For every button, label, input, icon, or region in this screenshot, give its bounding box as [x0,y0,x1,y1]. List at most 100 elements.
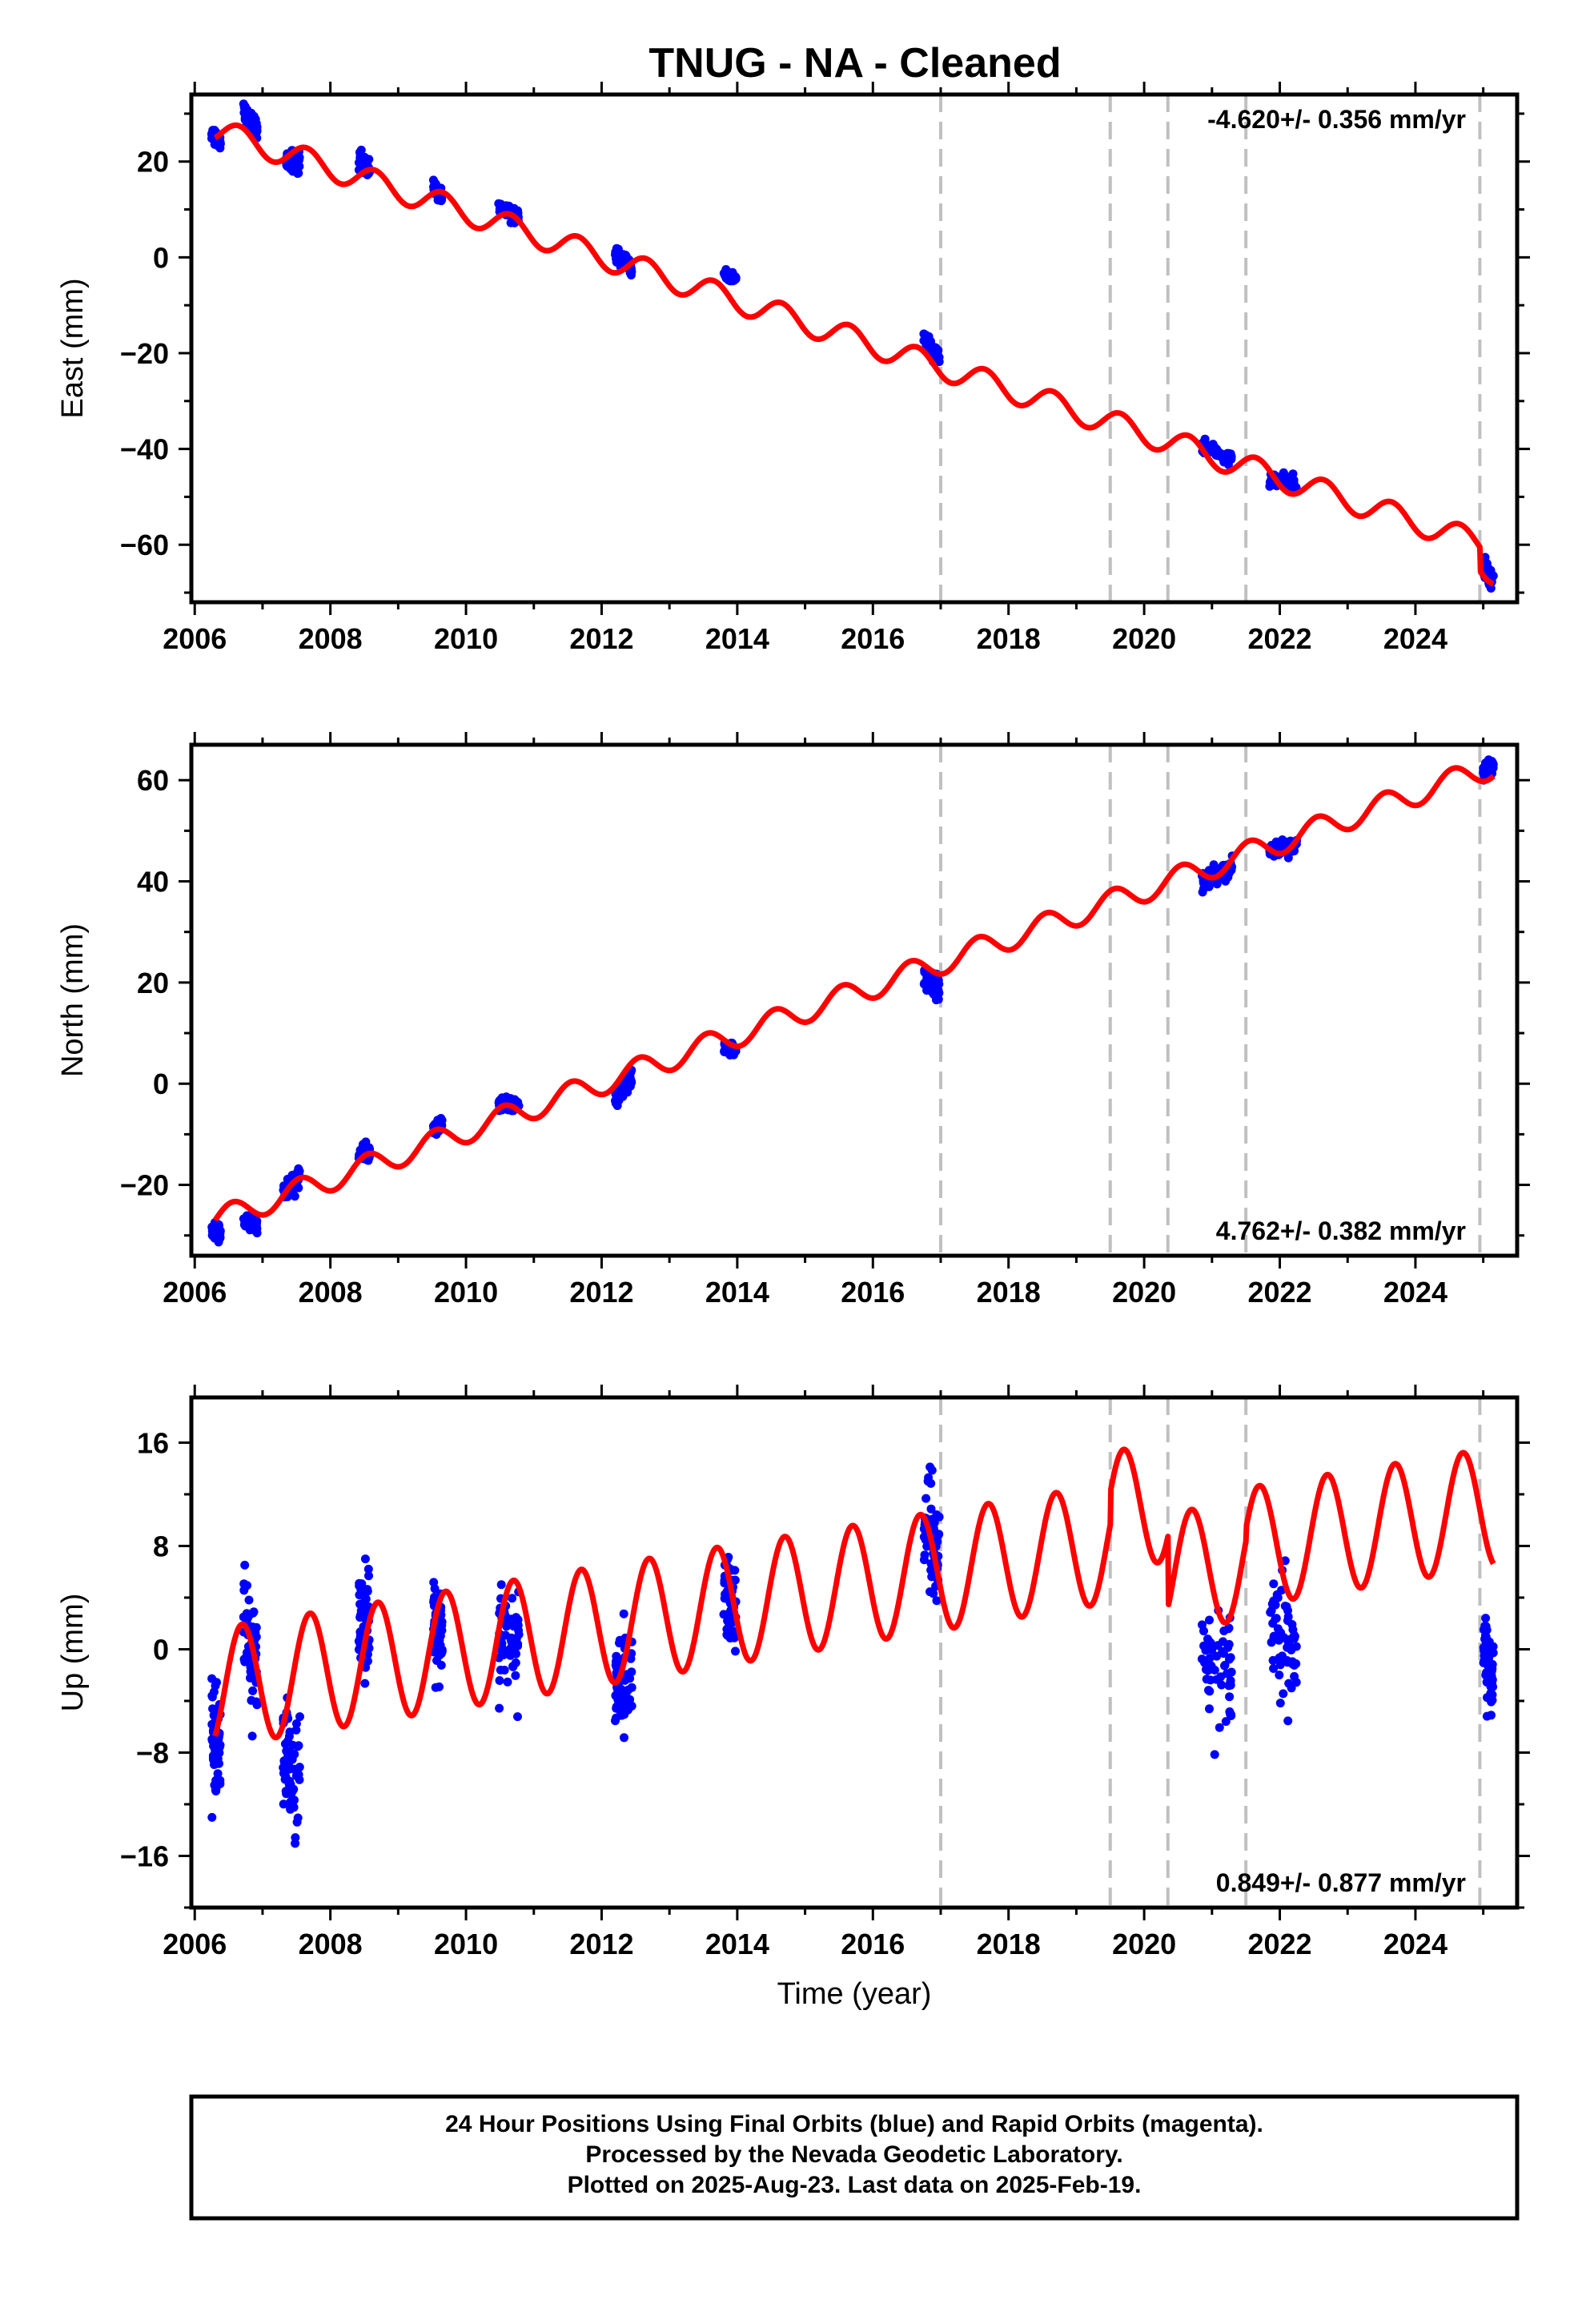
footer-line-1: 24 Hour Positions Using Final Orbits (bl… [445,2111,1263,2137]
x-axis: 2006 2008 2010 2012 2014 2016 2018 2020 2022 2024 [163,82,1485,655]
data-point [207,1812,217,1822]
data-point [1275,1699,1285,1708]
data-point [731,1647,740,1656]
data-point [361,1594,371,1604]
data-point [508,1594,517,1603]
x-tick-label: 2016 [841,1276,905,1309]
data-point [1224,1681,1234,1691]
data-point [612,1093,621,1103]
data-point [934,975,943,985]
data-point [1197,1655,1207,1664]
data-point [511,1671,520,1680]
data-point [430,1584,440,1594]
x-tick-label: 2020 [1112,622,1176,655]
data-point [932,1596,942,1606]
data-point [1226,1710,1235,1719]
data-point [364,1571,373,1581]
data-point [612,1702,621,1711]
data-point [1205,1704,1214,1714]
data-point [247,1223,257,1232]
panel-east: 2006 2008 2010 2012 2014 2016 2018 2020 2022 2024… [56,82,1530,655]
data-point [1205,1654,1215,1663]
data-point [243,105,252,115]
data-point [1199,1626,1208,1636]
y-tick-label: 60 [137,764,169,797]
data-point [495,1676,504,1685]
x-tick-label: 2018 [977,1276,1041,1309]
data-point [1487,1671,1496,1681]
y-tick-label: −20 [120,337,169,370]
data-point [1482,1625,1492,1634]
data-point [513,1712,522,1722]
panel-up: 2006 2008 2010 2012 2014 2016 2018 2020 2022 2024… [56,1385,1530,2011]
data-point [1486,758,1496,767]
y-axis-label: Up (mm) [56,1594,90,1712]
data-point [295,1712,304,1722]
data-point [215,1779,225,1788]
data-point [1271,1614,1281,1623]
data-point [1210,1666,1219,1675]
data-point [1221,876,1231,886]
data-point [1481,1614,1491,1623]
model-curve [212,1446,1496,1741]
data-point [926,1504,936,1514]
data-point [1269,1633,1279,1642]
data-point [1206,1675,1215,1685]
data-point [626,271,636,279]
data-point [1287,1620,1297,1629]
x-tick-label: 2024 [1383,622,1447,655]
data-point [212,1678,221,1687]
data-point [1225,1692,1235,1702]
data-point [429,1595,439,1605]
data-point [211,1738,220,1747]
data-point [502,1622,512,1631]
data-point [513,1097,523,1107]
y-tick-label: 40 [137,866,169,899]
data-point [435,1682,444,1691]
data-point [291,1771,301,1780]
data-point [1267,1599,1277,1609]
y-tick-label: 16 [137,1426,169,1459]
data-point [1224,1623,1234,1633]
data-point [251,1697,261,1707]
data-point [511,1641,520,1651]
data-point [360,1679,370,1688]
data-point [279,1763,288,1772]
data-point [1219,1637,1227,1647]
data-point [436,194,446,203]
x-tick-label: 2012 [569,622,633,655]
data-point [251,1629,259,1638]
data-point [356,145,366,155]
plot-frame [189,742,1520,1258]
y-tick-label: −40 [120,433,169,466]
data-point [1279,1689,1288,1699]
data-point [211,1746,220,1755]
data-point [252,123,262,132]
data-point [929,1589,938,1598]
model-curve [212,765,1496,1222]
y-tick-label: 20 [137,146,169,179]
footer-line-2: Processed by the Nevada Geodetic Laborat… [585,2141,1122,2168]
x-tick-label: 2024 [1383,1276,1447,1309]
data-point [927,1466,937,1475]
data-point [288,1786,297,1795]
x-axis-label: Time (year) [777,1977,932,2011]
data-point [1269,1579,1279,1589]
data-point [1198,887,1207,897]
data-point [1209,447,1219,456]
data-point [239,1612,248,1622]
data-point [611,1660,620,1670]
data-point [247,1731,257,1741]
x-tick-label: 2008 [299,622,363,655]
x-axis: 2006 2008 2010 2012 2014 2016 2018 2020 2022 2024 [163,732,1485,1309]
data-point [926,336,935,346]
footer-box: 24 Hour Positions Using Final Orbits (bl… [189,2094,1520,2221]
data-point [725,272,735,282]
y-tick-label: 0 [153,1068,169,1100]
data-point [624,1703,633,1712]
x-tick-label: 2022 [1247,1928,1311,1960]
plot-frame [189,1395,1520,1910]
data-point [1215,1723,1224,1732]
data-point [921,1494,931,1503]
data-point [284,1779,294,1789]
